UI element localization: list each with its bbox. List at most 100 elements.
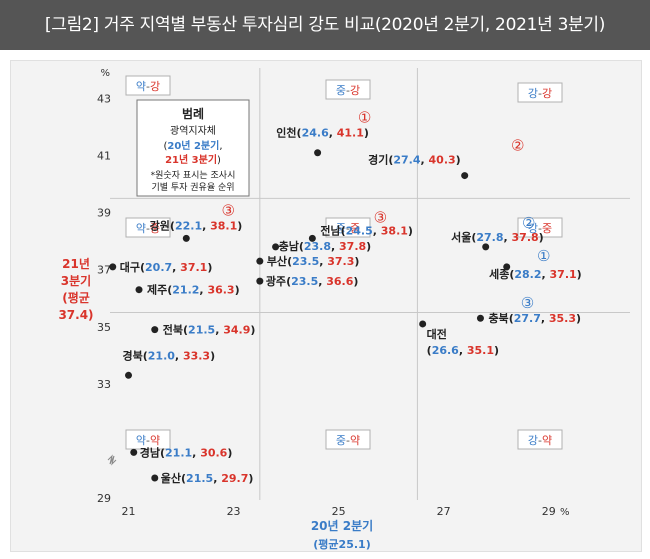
- point-paren: (: [509, 268, 514, 281]
- x-axis-title: 20년 2분기: [311, 518, 373, 533]
- chart-panel: [10, 60, 642, 552]
- point-comma: ,: [459, 344, 467, 357]
- rank-marker-서울: ②: [522, 214, 535, 232]
- point-paren: (: [286, 275, 291, 288]
- point-y-value: 30.6: [200, 446, 227, 459]
- data-point-충남: [272, 243, 280, 251]
- point-label-광주: 광주(23.5, 36.6): [266, 275, 359, 288]
- y-axis-title-line: 21년: [62, 257, 90, 271]
- figure-title: [그림2] 거주 지역별 부동산 투자심리 강도 비교(2020년 2분기, 2…: [0, 0, 650, 50]
- y-axis-title-line: 37.4): [58, 308, 93, 322]
- point-label-서울: 서울(27.8, 37.8): [451, 230, 544, 244]
- point-label-제주: 제주(21.2, 36.3): [147, 283, 240, 297]
- x-tick-label: 23: [227, 505, 241, 518]
- legend-paren: ): [217, 155, 221, 166]
- point-label-부산: 부산(23.5, 37.3): [267, 254, 360, 268]
- point-comma: ,: [172, 261, 180, 274]
- point-name: 전북: [163, 323, 183, 337]
- zone-label-y-level: 강: [542, 87, 552, 100]
- rank-marker-세종: ①: [537, 247, 550, 265]
- point-comma: ,: [202, 219, 210, 232]
- point-paren: ): [494, 344, 499, 357]
- point-y-value: 37.1: [180, 261, 207, 274]
- point-comma: ,: [504, 231, 512, 244]
- y-axis-title-line: 3분기: [61, 273, 91, 288]
- zone-label-x-level: 중: [336, 84, 346, 97]
- point-paren: ): [577, 268, 582, 281]
- point-label-인천: 인천(24.6, 41.1): [276, 126, 369, 140]
- zone-label-y-level: 중: [542, 222, 552, 235]
- axis-break-mark: [107, 454, 117, 466]
- point-x-value: 21.5: [186, 472, 213, 485]
- point-x-value: 27.4: [393, 154, 420, 167]
- point-y-value: 40.3: [429, 154, 456, 167]
- point-paren: ): [227, 446, 232, 459]
- legend-paren: (: [163, 141, 167, 152]
- point-paren: (: [341, 224, 346, 237]
- point-comma: ,: [542, 268, 550, 281]
- data-point-전남: [308, 234, 316, 242]
- point-comma: ,: [329, 127, 337, 140]
- zone-label-box: [125, 429, 171, 450]
- point-name: 강원: [150, 218, 170, 232]
- point-y-value: 35.3: [549, 312, 576, 325]
- zone-label-box: [325, 79, 371, 100]
- legend-x-series: 20년 2분기: [167, 139, 219, 152]
- zone-label-y-level: 중: [350, 222, 360, 235]
- point-name: 울산: [161, 471, 181, 485]
- point-y-value: 33.3: [183, 349, 210, 362]
- zone-label-box: [125, 75, 171, 96]
- point-paren: ): [210, 349, 215, 362]
- point-y-value: 37.8: [339, 240, 366, 253]
- point-comma: ,: [192, 446, 200, 459]
- point-x-value: 24.6: [302, 127, 329, 140]
- y-tick-label: 37: [97, 264, 111, 277]
- point-label-경기: 경기(27.4, 40.3): [368, 153, 461, 167]
- zone-label-x-level: 중: [336, 434, 346, 447]
- point-x-value: 26.6: [432, 344, 459, 357]
- zone-label-y-level: 약: [542, 433, 552, 447]
- point-name: 전남: [320, 223, 340, 237]
- legend-line: 광역지자체: [170, 125, 216, 137]
- point-comma: ,: [331, 240, 339, 253]
- zone-label-box: [517, 82, 563, 103]
- point-name: 부산: [267, 254, 287, 268]
- point-comma: ,: [318, 275, 326, 288]
- data-point-인천: [314, 149, 322, 157]
- point-comma: ,: [319, 255, 327, 268]
- zone-label-y-level: 강: [150, 80, 160, 93]
- point-paren: (: [471, 231, 476, 244]
- zone-label-separator: -: [346, 222, 350, 235]
- rank-marker-충북: ③: [521, 294, 534, 312]
- point-paren: ): [207, 261, 212, 274]
- zone-label: 강-약: [528, 433, 552, 447]
- zone-label-box: [325, 429, 371, 450]
- point-paren: ): [364, 127, 369, 140]
- point-x-value: 28.2: [514, 268, 541, 281]
- y-axis-title-line: (평균: [62, 291, 90, 305]
- data-point-대구: [109, 263, 117, 271]
- zone-label-y-level: 약: [150, 433, 160, 447]
- point-y-value: 36.6: [326, 275, 353, 288]
- y-tick-label: 29: [97, 492, 111, 505]
- data-point-대전: [419, 320, 427, 328]
- point-label-충남: 충남(23.8, 37.8): [279, 239, 372, 253]
- point-y-value: 37.8: [512, 231, 539, 244]
- point-paren: ): [354, 255, 359, 268]
- zone-label-y-level: 약: [350, 433, 360, 447]
- y-unit-label: %: [100, 68, 110, 79]
- point-name: 대전: [427, 327, 447, 341]
- point-paren: ): [576, 312, 581, 325]
- point-x-value: 21.0: [148, 349, 175, 362]
- point-name: 경기: [368, 153, 388, 167]
- point-label-전북: 전북(21.5, 34.9): [163, 323, 256, 337]
- data-point-강원: [182, 234, 190, 242]
- rank-marker-강원: ③: [222, 201, 235, 219]
- x-tick-label: 25: [332, 505, 346, 518]
- point-name: 세종: [489, 267, 509, 281]
- legend-box: [136, 99, 250, 197]
- zone-label-x-level: 약: [136, 221, 146, 235]
- zone-label: 약-중: [136, 221, 160, 235]
- point-label-경남: 경남(21.1, 30.6): [140, 445, 233, 459]
